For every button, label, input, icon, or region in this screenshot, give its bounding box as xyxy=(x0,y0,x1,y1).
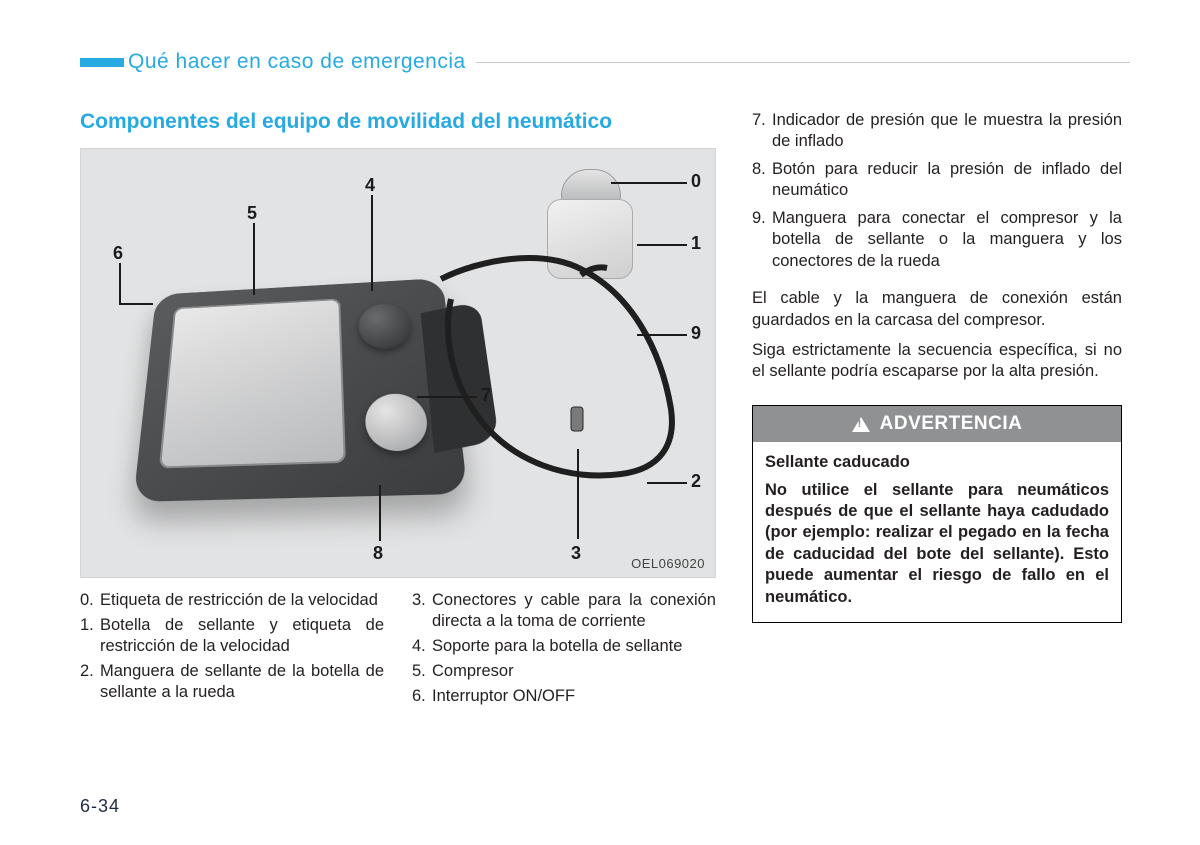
callout-8: 8 xyxy=(373,543,383,564)
legend-item: 0.Etiqueta de restricción de la velocida… xyxy=(80,590,384,611)
callout-5: 5 xyxy=(247,203,257,224)
callout-9: 9 xyxy=(691,323,701,344)
page-header: Qué hacer en caso de emergencia xyxy=(80,50,1130,74)
figure-code: OEL069020 xyxy=(631,556,705,571)
legend-item: 6.Interruptor ON/OFF xyxy=(412,686,716,707)
leader xyxy=(379,485,381,541)
right-list-item: 7.Indicador de presión que le muestra la… xyxy=(752,110,1122,153)
header-rule xyxy=(476,62,1130,63)
warning-icon xyxy=(852,417,870,432)
warning-header: ADVERTENCIA xyxy=(753,406,1121,442)
legend: 0.Etiqueta de restricción de la velocida… xyxy=(80,590,716,712)
leader xyxy=(253,223,255,295)
legend-item: 1.Botella de sellante y etiqueta de rest… xyxy=(80,615,384,657)
callout-6: 6 xyxy=(113,243,123,264)
right-list: 7.Indicador de presión que le muestra la… xyxy=(752,110,1122,272)
leader xyxy=(647,482,687,484)
leader xyxy=(371,195,373,291)
paragraph-1: El cable y la manguera de conexión están… xyxy=(752,288,1122,332)
leader xyxy=(637,334,687,336)
legend-col-left: 0.Etiqueta de restricción de la velocida… xyxy=(80,590,384,712)
legend-col-right: 3.Conectores y cable para la conexión di… xyxy=(412,590,716,712)
page-number: 6-34 xyxy=(80,796,120,817)
callout-1: 1 xyxy=(691,233,701,254)
legend-item: 2.Manguera de sellante de la botella de … xyxy=(80,661,384,703)
callout-4: 4 xyxy=(365,175,375,196)
legend-item: 5.Compresor xyxy=(412,661,716,682)
callout-0: 0 xyxy=(691,171,701,192)
right-list-item: 9.Manguera para conectar el compresor y … xyxy=(752,208,1122,272)
compressor-illustration xyxy=(133,278,468,502)
warning-subtitle: Sellante caducado xyxy=(765,452,1109,473)
paragraph-2: Siga estrictamente la secuencia específi… xyxy=(752,340,1122,384)
warning-box: ADVERTENCIA Sellante caducado No utilice… xyxy=(752,405,1122,623)
sealant-bottle-illustration xyxy=(541,169,639,284)
warning-title: ADVERTENCIA xyxy=(880,413,1023,435)
callout-2: 2 xyxy=(691,471,701,492)
leader xyxy=(577,449,579,539)
components-figure: 0 1 2 3 4 5 6 7 8 9 OEL069020 xyxy=(80,148,716,578)
legend-item: 4.Soporte para la botella de sellante xyxy=(412,636,716,657)
leader xyxy=(119,303,153,305)
callout-7: 7 xyxy=(481,385,491,406)
leader xyxy=(417,396,477,398)
callout-3: 3 xyxy=(571,543,581,564)
legend-item: 3.Conectores y cable para la conexión di… xyxy=(412,590,716,632)
warning-message: No utilice el sellante para neumáticos d… xyxy=(765,480,1109,609)
leader xyxy=(119,263,121,303)
leader xyxy=(637,244,687,246)
header-text: Qué hacer en caso de emergencia xyxy=(124,50,466,74)
right-list-item: 8.Botón para reducir la presión de infla… xyxy=(752,159,1122,202)
section-title: Componentes del equipo de movilidad del … xyxy=(80,110,716,134)
leader xyxy=(611,182,687,184)
header-accent xyxy=(80,58,124,67)
